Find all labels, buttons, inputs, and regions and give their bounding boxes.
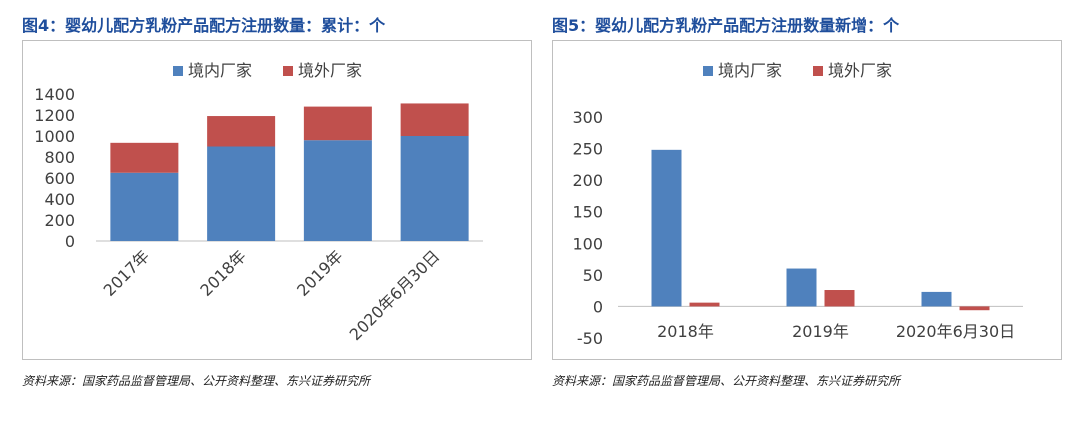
chart-1-ytick-label-4: 800 [44,148,75,167]
chart-2-category-label-2: 2020年6月30日 [896,322,1015,341]
chart-2-legend-label-0: 境内厂家 [718,61,782,80]
chart-2-ytick-label-5: 200 [572,171,603,190]
chart-2-ytick-label-7: 300 [572,108,603,127]
chart-1-bar-1-1 [207,116,276,147]
chart-2-source: 资料来源：国家药品监督管理局、公开资料整理、东兴证券研究所 [552,374,901,388]
chart-1-ytick-label-3: 600 [44,169,75,188]
chart-1-ytick-label-7: 1400 [34,85,75,104]
chart-2-bar-0-2 [921,291,952,307]
chart-2-ytick-label-1: 0 [593,297,603,316]
chart-1-svg: 境内厂家 境外厂家 0 200 400 600 800 1000 1200 1400 2017年 20… [34,61,483,344]
chart-1-bar-0-0 [110,172,179,241]
chart-1-title: 图4：婴幼儿配方乳粉产品配方注册数量：累计：个 [22,16,386,35]
chart-1-legend-label-0: 境内厂家 [188,61,252,80]
chart-2-legend-swatch-0 [703,66,713,76]
chart-2-bar-1-2 [959,306,990,311]
chart-1-legend-swatch-0 [173,66,183,76]
chart-1-legend-swatch-1 [283,66,293,76]
chart-1-bar-0-2 [303,140,372,241]
chart-2-ytick-label-3: 100 [572,234,603,253]
chart-1-bar-0-1 [207,146,276,241]
chart-2-bar-1-1 [824,290,855,307]
chart-1-ytick-label-2: 400 [44,190,75,209]
chart-1-bar-1-0 [110,142,179,173]
chart-1-category-label-1: 2018年 [196,246,250,300]
chart-1-legend-label-1: 境外厂家 [298,61,362,80]
chart-2-bar-0-1 [786,268,817,307]
chart-2-ytick-label-4: 150 [572,203,603,222]
chart-2-category-label-1: 2019年 [792,322,849,341]
chart-1-ytick-label-1: 200 [44,211,75,230]
chart-1-bar-1-2 [303,106,372,141]
chart-2-category-label-0: 2018年 [657,322,714,341]
chart-2-ytick-label-2: 50 [583,266,603,285]
chart-1-source: 资料来源：国家药品监督管理局、公开资料整理、东兴证券研究所 [22,374,371,388]
chart-1-ytick-label-0: 0 [65,232,75,251]
chart-2-bar-0-0 [651,149,682,307]
chart-1-category-label-0: 2017年 [100,246,154,300]
chart-1-bar-1-3 [400,103,469,136]
chart-2-legend-swatch-1 [813,66,823,76]
chart-2-ytick-label-6: 250 [572,140,603,159]
chart-1-ytick-label-5: 1000 [34,127,75,146]
chart-2-svg: 境内厂家 境外厂家 -50 0 50 100 150 200 250 300 2018年 2019年 2… [572,61,1023,348]
chart-2-bar-1-0 [689,302,720,307]
chart-1-category-label-2: 2019年 [293,246,347,300]
chart-2-frame: 境内厂家 境外厂家 -50 0 50 100 150 200 250 300 2018年 2019年 2… [552,40,1062,360]
chart-1-frame: 境内厂家 境外厂家 0 200 400 600 800 1000 1200 1400 2017年 20… [22,40,532,360]
chart-1-ytick-label-6: 1200 [34,106,75,125]
chart-1-bar-0-3 [400,136,469,241]
chart-2-title: 图5：婴幼儿配方乳粉产品配方注册数量新增：个 [552,16,900,35]
chart-2-ytick-label-0: -50 [577,329,603,348]
chart-1-category-label-3: 2020年6月30日 [346,246,444,344]
chart-2-legend-label-1: 境外厂家 [828,61,892,80]
